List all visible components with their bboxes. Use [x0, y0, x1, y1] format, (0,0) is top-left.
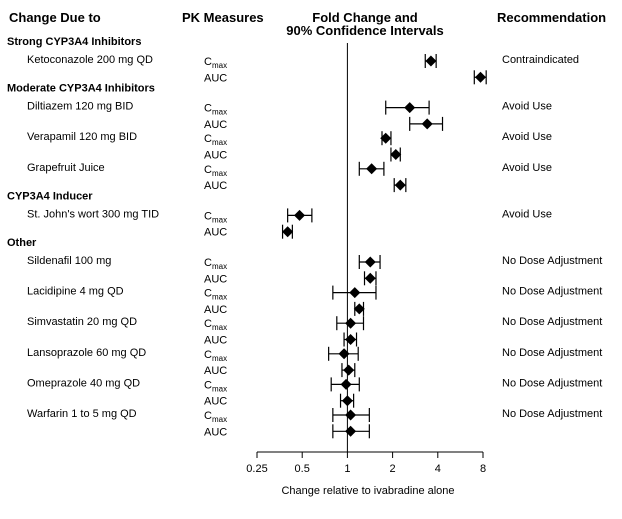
- point-estimate-diamond: [380, 132, 392, 144]
- point-estimate-diamond: [349, 287, 361, 299]
- x-tick-label: 4: [435, 463, 441, 475]
- recommendation-text: Avoid Use: [502, 208, 552, 220]
- drug-name: Sildenafil 100 mg: [27, 255, 111, 267]
- pk-label-cmax: Cmax: [204, 164, 227, 178]
- drug-name: Warfarin 1 to 5 mg QD: [27, 408, 137, 420]
- header-fold-change-line1: Fold Change and: [312, 10, 418, 25]
- x-tick-label: 2: [390, 463, 396, 475]
- point-estimate-diamond: [341, 395, 353, 407]
- point-estimate-diamond: [421, 118, 433, 130]
- point-estimate-diamond: [475, 71, 487, 83]
- header-change-due-to: Change Due to: [9, 10, 101, 25]
- pk-label-cmax: Cmax: [204, 210, 227, 224]
- x-tick-label: 0.5: [295, 463, 310, 475]
- pk-label-auc: AUC: [204, 335, 227, 347]
- point-estimate-diamond: [394, 179, 406, 191]
- pk-label-auc: AUC: [204, 227, 227, 239]
- recommendation-text: No Dose Adjustment: [502, 408, 602, 420]
- drug-name: Grapefruit Juice: [27, 162, 105, 174]
- x-tick-label: 0.25: [246, 463, 267, 475]
- recommendation-text: Avoid Use: [502, 101, 552, 113]
- drug-name: Verapamil 120 mg BID: [27, 131, 137, 143]
- group-title: CYP3A4 Inducer: [7, 190, 93, 202]
- pk-label-cmax: Cmax: [204, 56, 227, 70]
- group-title: Other: [7, 237, 37, 249]
- header-recommendation: Recommendation: [497, 10, 607, 25]
- drug-name: Simvastatin 20 mg QD: [27, 316, 137, 328]
- point-estimate-diamond: [340, 378, 352, 390]
- point-estimate-diamond: [390, 149, 402, 160]
- group-title: Moderate CYP3A4 Inhibitors: [7, 83, 155, 95]
- point-estimate-diamond: [343, 364, 355, 376]
- pk-label-cmax: Cmax: [204, 103, 227, 117]
- point-estimate-diamond: [404, 102, 416, 114]
- point-estimate-diamond: [282, 226, 294, 238]
- recommendation-text: No Dose Adjustment: [502, 377, 602, 389]
- point-estimate-diamond: [338, 348, 350, 360]
- pk-label-cmax: Cmax: [204, 257, 227, 271]
- pk-label-cmax: Cmax: [204, 349, 227, 363]
- x-tick-label: 1: [344, 463, 350, 475]
- pk-label-auc: AUC: [204, 180, 227, 192]
- recommendation-text: No Dose Adjustment: [502, 316, 602, 328]
- pk-label-auc: AUC: [204, 119, 227, 131]
- point-estimate-diamond: [366, 163, 378, 175]
- recommendation-text: No Dose Adjustment: [502, 255, 602, 267]
- recommendation-text: Avoid Use: [502, 131, 552, 143]
- pk-label-cmax: Cmax: [204, 133, 227, 147]
- drug-name: Ketoconazole 200 mg QD: [27, 54, 153, 66]
- drug-name: Omeprazole 40 mg QD: [27, 377, 140, 389]
- drug-name: St. John's wort 300 mg TID: [27, 208, 159, 220]
- pk-label-auc: AUC: [204, 396, 227, 408]
- point-estimate-diamond: [345, 334, 357, 345]
- pk-label-cmax: Cmax: [204, 410, 227, 424]
- drug-name: Lansoprazole 60 mg QD: [27, 347, 146, 359]
- group-title: Strong CYP3A4 Inhibitors: [7, 36, 141, 48]
- point-estimate-diamond: [425, 55, 437, 67]
- pk-label-cmax: Cmax: [204, 288, 227, 302]
- drug-name: Diltiazem 120 mg BID: [27, 101, 133, 113]
- point-estimate-diamond: [364, 272, 376, 284]
- header-fold-change-line2: 90% Confidence Intervals: [286, 23, 444, 38]
- point-estimate-diamond: [364, 256, 376, 268]
- pk-label-auc: AUC: [204, 150, 227, 162]
- pk-label-auc: AUC: [204, 304, 227, 316]
- pk-label-cmax: Cmax: [204, 379, 227, 393]
- point-estimate-diamond: [345, 425, 357, 437]
- recommendation-text: No Dose Adjustment: [502, 347, 602, 359]
- drug-name: Lacidipine 4 mg QD: [27, 286, 124, 298]
- recommendation-text: No Dose Adjustment: [502, 286, 602, 298]
- recommendation-text: Contraindicated: [502, 54, 579, 66]
- pk-label-auc: AUC: [204, 72, 227, 84]
- pk-label-auc: AUC: [204, 273, 227, 285]
- point-estimate-diamond: [294, 209, 306, 221]
- point-estimate-diamond: [345, 317, 357, 329]
- x-axis-label: Change relative to ivabradine alone: [281, 485, 454, 497]
- point-estimate-diamond: [353, 303, 365, 315]
- pk-label-auc: AUC: [204, 426, 227, 438]
- pk-label-cmax: Cmax: [204, 318, 227, 332]
- recommendation-text: Avoid Use: [502, 162, 552, 174]
- x-tick-label: 8: [480, 463, 486, 475]
- point-estimate-diamond: [345, 409, 357, 421]
- pk-label-auc: AUC: [204, 365, 227, 377]
- header-pk-measures: PK Measures: [182, 10, 264, 25]
